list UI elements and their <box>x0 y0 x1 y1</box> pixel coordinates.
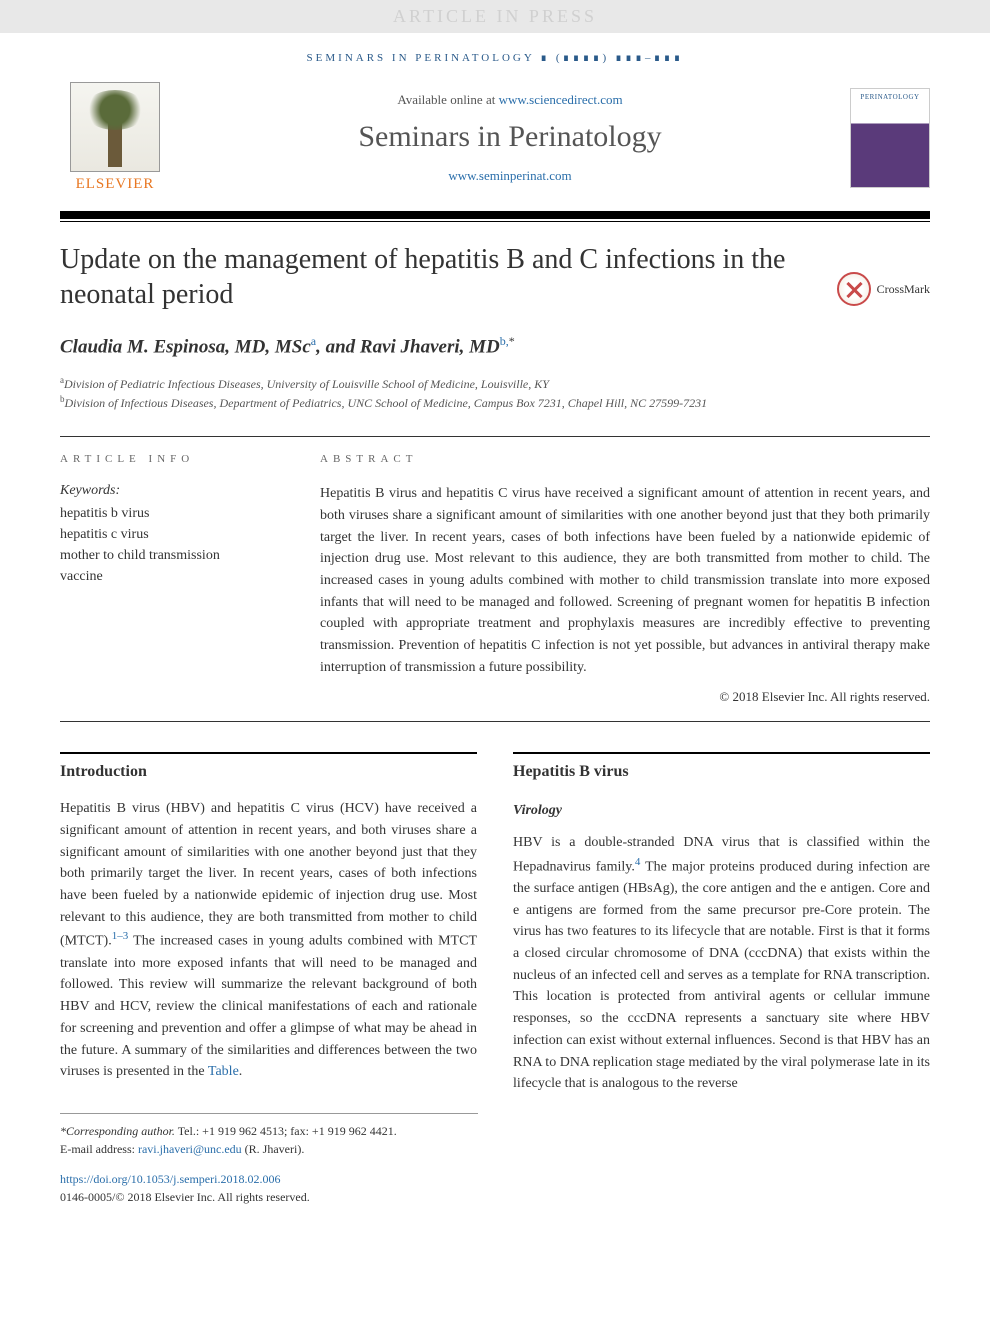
email-suffix: (R. Jhaveri). <box>242 1142 305 1156</box>
affiliations: aDivision of Pediatric Infectious Diseas… <box>60 374 930 412</box>
corr-label: *Corresponding author. <box>60 1124 175 1138</box>
hbv-paragraph: HBV is a double-stranded DNA virus that … <box>513 832 930 1095</box>
sciencedirect-link[interactable]: www.sciencedirect.com <box>499 92 623 107</box>
introduction-heading: Introduction <box>60 752 477 785</box>
crossmark-label: CrossMark <box>877 282 930 297</box>
abstract-column: abstract Hepatitis B virus and hepatitis… <box>320 436 930 720</box>
intro-text-c: . <box>239 1064 243 1079</box>
journal-title: Seminars in Perinatology <box>190 120 830 154</box>
article-info-label: article info <box>60 453 280 465</box>
citation-1-3[interactable]: 1–3 <box>112 930 129 942</box>
author-2-affil-link[interactable]: b, <box>500 334 509 348</box>
affiliation-b: bDivision of Infectious Diseases, Depart… <box>60 393 930 412</box>
affiliation-a: aDivision of Pediatric Infectious Diseas… <box>60 374 930 393</box>
corr-phone-fax: Tel.: +1 919 962 4513; fax: +1 919 962 4… <box>175 1124 397 1138</box>
article-info-column: article info Keywords: hepatitis b virus… <box>60 437 280 720</box>
abstract-text: Hepatitis B virus and hepatitis C virus … <box>320 483 930 678</box>
introduction-paragraph: Hepatitis B virus (HBV) and hepatitis C … <box>60 798 477 1083</box>
author-2-name: Ravi Jhaveri, MD <box>360 336 500 357</box>
hbv-text-b: The major proteins produced during infec… <box>513 859 930 1091</box>
rule-thick <box>60 211 930 219</box>
journal-header: ELSEVIER Available online at www.science… <box>0 74 990 205</box>
info-abstract-block: article info Keywords: hepatitis b virus… <box>60 436 930 721</box>
virology-heading: Virology <box>513 800 930 822</box>
article-title: Update on the management of hepatitis B … <box>60 242 807 312</box>
corresponding-author-footer: *Corresponding author. Tel.: +1 919 962 … <box>60 1113 478 1158</box>
left-column: Introduction Hepatitis B virus (HBV) and… <box>60 752 477 1095</box>
keyword-item: mother to child transmission <box>60 545 280 566</box>
keywords-list: hepatitis b virus hepatitis c virus moth… <box>60 503 280 587</box>
journal-cover-thumbnail[interactable] <box>850 88 930 188</box>
journal-homepage: www.seminperinat.com <box>190 168 830 184</box>
keyword-item: hepatitis c virus <box>60 524 280 545</box>
affiliation-b-text: Division of Infectious Diseases, Departm… <box>65 396 708 410</box>
article-body: Update on the management of hepatitis B … <box>0 242 990 1206</box>
issn-copyright: 0146-0005/© 2018 Elsevier Inc. All right… <box>60 1190 310 1204</box>
author-list: Claudia M. Espinosa, MD, MSca, and Ravi … <box>60 334 930 358</box>
journal-citation-meta: SEMINARS IN PERINATOLOGY ∎ (∎∎∎∎) ∎∎∎–∎∎… <box>0 33 990 74</box>
crossmark-widget[interactable]: CrossMark <box>837 272 930 306</box>
author-1-name: Claudia M. Espinosa, MD, MSc <box>60 336 311 357</box>
keyword-item: hepatitis b virus <box>60 503 280 524</box>
doi-block: https://doi.org/10.1053/j.semperi.2018.0… <box>60 1170 930 1206</box>
affiliation-a-text: Division of Pediatric Infectious Disease… <box>64 377 549 391</box>
email-link[interactable]: ravi.jhaveri@unc.edu <box>138 1142 242 1156</box>
right-column: Hepatitis B virus Virology HBV is a doub… <box>513 752 930 1095</box>
keywords-label: Keywords: <box>60 483 280 499</box>
elsevier-tree-icon <box>70 82 160 172</box>
hbv-heading: Hepatitis B virus <box>513 752 930 785</box>
banner-text: ARTICLE IN PRESS <box>393 6 597 26</box>
abstract-copyright: © 2018 Elsevier Inc. All rights reserved… <box>320 689 930 705</box>
intro-text-b: The increased cases in young adults comb… <box>60 934 477 1079</box>
available-online-line: Available online at www.sciencedirect.co… <box>190 92 830 108</box>
header-center: Available online at www.sciencedirect.co… <box>190 92 830 184</box>
keyword-item: vaccine <box>60 566 280 587</box>
corresponding-symbol: * <box>509 334 515 348</box>
publisher-logo[interactable]: ELSEVIER <box>60 82 170 193</box>
intro-text-a: Hepatitis B virus (HBV) and hepatitis C … <box>60 801 477 949</box>
title-row: Update on the management of hepatitis B … <box>60 242 930 312</box>
journal-url-link[interactable]: www.seminperinat.com <box>448 168 571 183</box>
crossmark-icon <box>837 272 871 306</box>
email-label: E-mail address: <box>60 1142 138 1156</box>
table-link[interactable]: Table <box>208 1064 239 1079</box>
author-separator: , and <box>316 336 360 357</box>
cover-mini-icon <box>850 88 930 188</box>
abstract-label: abstract <box>320 453 930 465</box>
doi-link[interactable]: https://doi.org/10.1053/j.semperi.2018.0… <box>60 1172 280 1186</box>
publisher-name: ELSEVIER <box>60 176 170 193</box>
available-prefix: Available online at <box>397 92 498 107</box>
article-in-press-banner: ARTICLE IN PRESS <box>0 0 990 33</box>
two-column-body: Introduction Hepatitis B virus (HBV) and… <box>60 752 930 1095</box>
rule-thin <box>60 221 930 222</box>
